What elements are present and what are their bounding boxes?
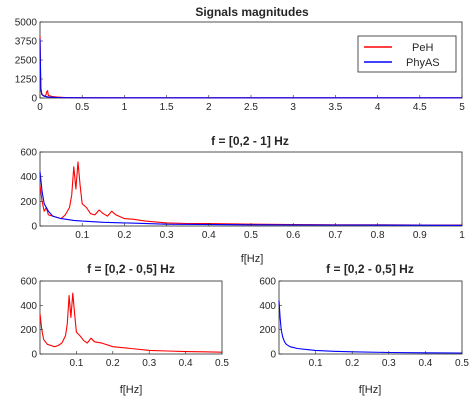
legend: PeH PhyAS: [357, 35, 457, 73]
y-tick-label: 2500: [15, 56, 38, 67]
plot-area: [39, 280, 223, 355]
x-tick-label: 0.2: [117, 230, 131, 241]
panel-0-2-to-0-5-hz-phyas: f = [0,2 - 0,5] Hz 0.1 0.2 0.3 0.4 0.5 0 200 40…: [259, 262, 469, 396]
series-line-phyas: [278, 300, 463, 354]
x-tick-label: 0.5: [244, 230, 258, 241]
x-tick-label: 0.6: [286, 230, 300, 241]
x-tick-label: 4: [375, 102, 381, 113]
x-tick-label: 1: [122, 102, 128, 113]
x-tick-label: 2: [206, 102, 212, 113]
y-tick-label: 200: [259, 325, 276, 336]
y-tick-label: 0: [31, 94, 37, 105]
y-tick-label: 5000: [15, 18, 38, 29]
y-tick-label: 600: [259, 277, 276, 288]
chart-title: f = [0,2 - 0,5] Hz: [326, 262, 414, 276]
x-tick-label: 0.2: [345, 358, 359, 369]
x-tick-label: 3.5: [328, 102, 342, 113]
chart-title: Signals magnitudes: [195, 5, 309, 19]
x-tick-label: 0.2: [106, 358, 120, 369]
chart-title: f = [0,2 - 1] Hz: [211, 134, 289, 148]
y-tick-label: 3750: [15, 37, 38, 48]
x-axis-label: f[Hz]: [359, 384, 382, 396]
x-tick-label: 0.8: [371, 230, 385, 241]
x-tick-label: 3: [290, 102, 296, 113]
x-tick-label: 4.5: [413, 102, 427, 113]
y-tick-label: 0: [31, 222, 37, 233]
x-tick-label: 0.3: [160, 230, 174, 241]
x-tick-label: 2.5: [244, 102, 258, 113]
x-tick-label: 0.7: [328, 230, 342, 241]
panel-signals-magnitudes: Signals magnitudes 0 0.5 1 1.5 2 2.5 3 3.5 4 4.5 5…: [15, 5, 465, 113]
series-line-phyas: [39, 38, 462, 99]
x-tick-label: 5: [459, 102, 465, 113]
y-tick-label: 200: [20, 325, 37, 336]
y-tick-label: 200: [20, 197, 37, 208]
legend-box: [357, 35, 457, 73]
x-tick-label: 0: [37, 102, 43, 113]
chart-title: f = [0,2 - 0,5] Hz: [87, 262, 175, 276]
x-tick-label: 0.4: [418, 358, 432, 369]
plot-area: [278, 280, 463, 355]
x-tick-label: 1: [459, 230, 465, 241]
panel-0-2-to-1-hz: f = [0,2 - 1] Hz 0.1 0.2 0.3 0.4 0.5 0.6 0.7 0.…: [20, 134, 465, 265]
x-tick-label: 0.4: [179, 358, 193, 369]
x-tick-label: 0.9: [413, 230, 427, 241]
series-line-peh: [39, 292, 223, 353]
series-line-phyas: [39, 171, 463, 226]
y-tick-label: 400: [20, 301, 37, 312]
x-tick-label: 0.5: [215, 358, 229, 369]
y-tick-label: 400: [20, 172, 37, 183]
y-tick-label: 0: [270, 350, 276, 361]
x-tick-label: 1.5: [160, 102, 174, 113]
x-tick-label: 0.1: [309, 358, 323, 369]
plot-area: [39, 151, 463, 227]
x-axis-label: f[Hz]: [120, 384, 143, 396]
legend-label-phyas: PhyAS: [406, 57, 440, 69]
x-axis-label: f[Hz]: [241, 253, 264, 265]
panel-0-2-to-0-5-hz-peh: f = [0,2 - 0,5] Hz 0.1 0.2 0.3 0.4 0.5 0 200 40…: [20, 262, 229, 396]
y-tick-label: 400: [259, 301, 276, 312]
x-tick-label: 0.4: [202, 230, 216, 241]
legend-label-peh: PeH: [412, 42, 433, 54]
x-tick-label: 0.3: [382, 358, 396, 369]
x-tick-label: 0.1: [75, 230, 89, 241]
y-tick-label: 600: [20, 148, 37, 159]
y-tick-label: 0: [31, 350, 37, 361]
x-tick-label: 0.1: [69, 358, 83, 369]
x-tick-label: 0.3: [142, 358, 156, 369]
y-tick-label: 600: [20, 277, 37, 288]
x-tick-label: 0.5: [455, 358, 469, 369]
x-tick-label: 0.5: [75, 102, 89, 113]
y-tick-label: 1250: [15, 75, 38, 86]
